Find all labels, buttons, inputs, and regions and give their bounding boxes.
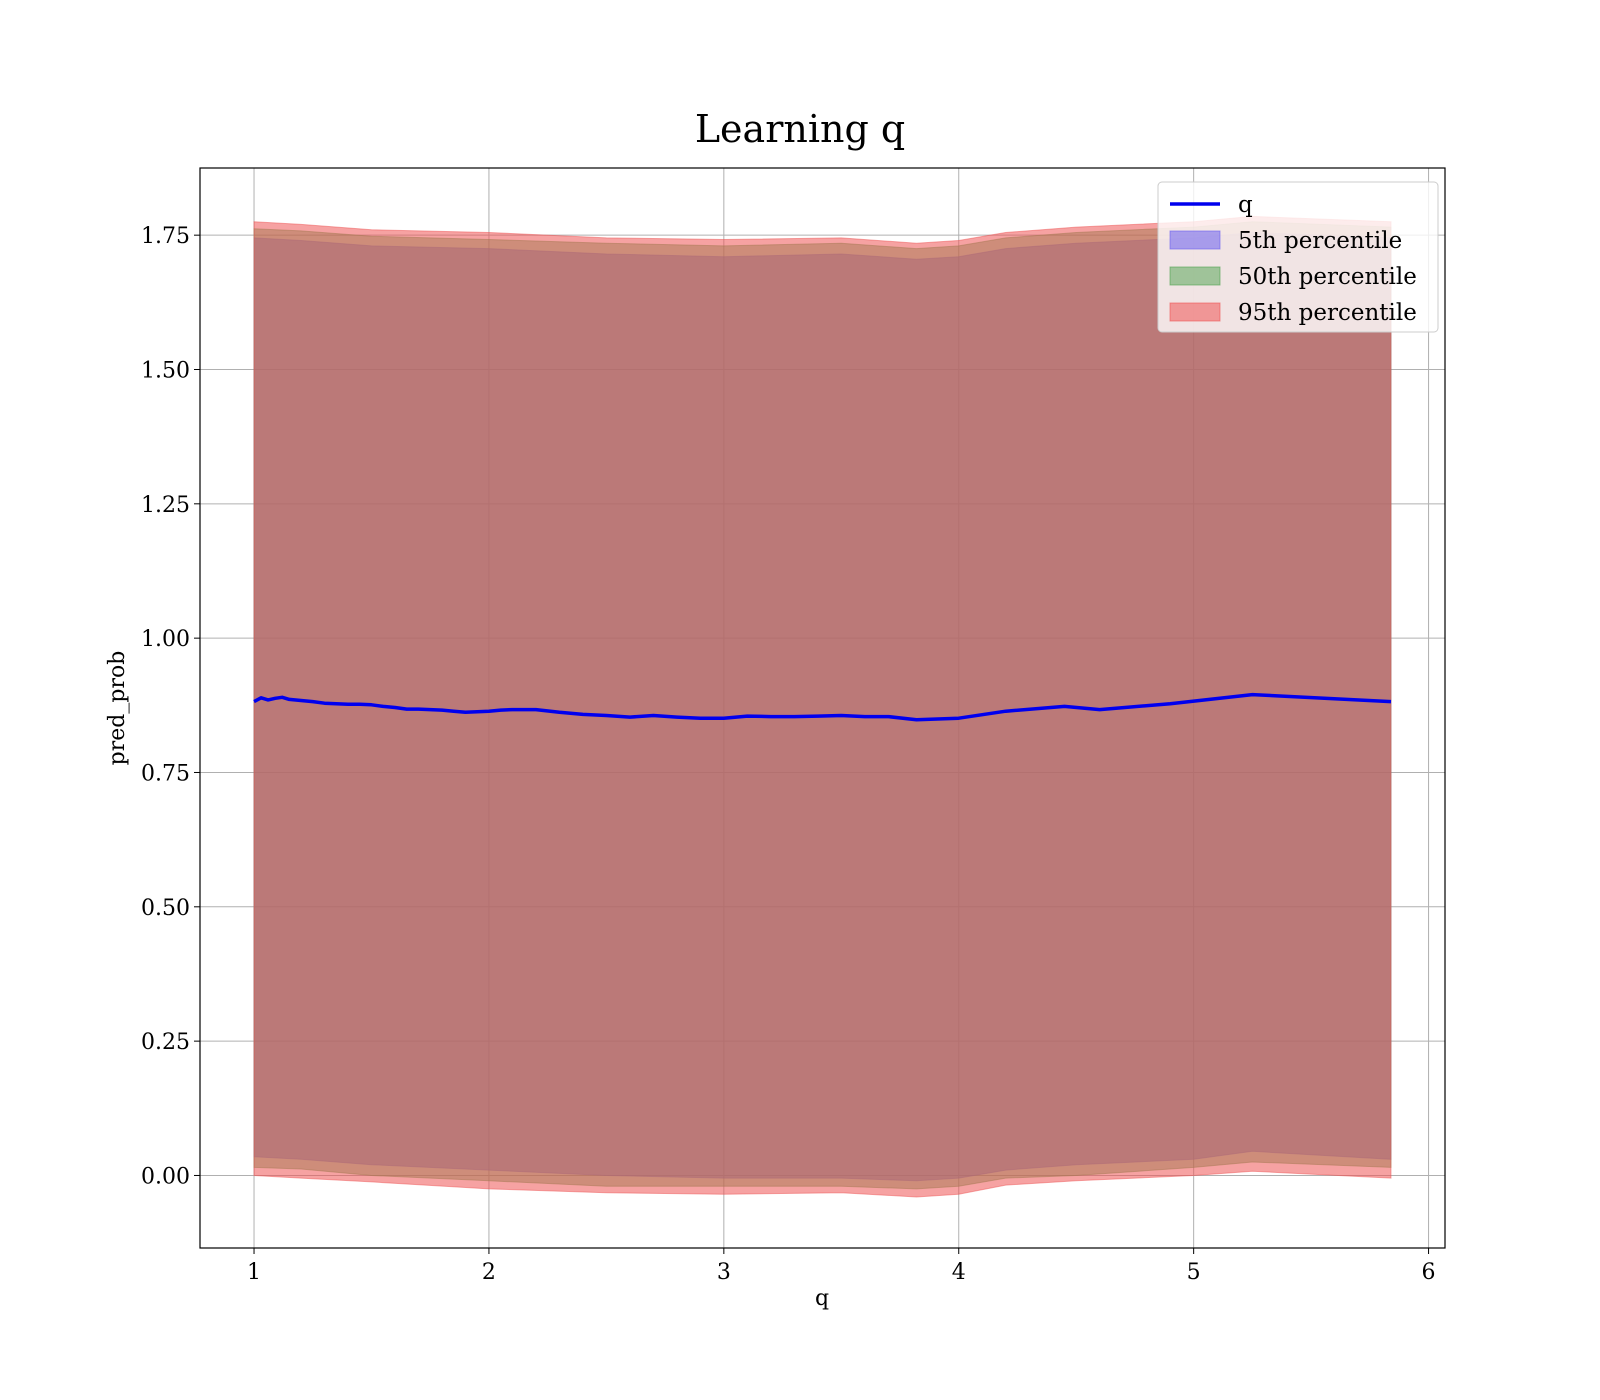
legend-swatch	[1169, 266, 1221, 286]
legend-label: 95th percentile	[1238, 300, 1417, 326]
x-tick-label: 4	[952, 1260, 966, 1285]
q-line	[253, 692, 1392, 722]
legend-label: q	[1238, 192, 1253, 218]
line-layer	[253, 692, 1392, 722]
y-axis-title: pred_prob	[105, 651, 130, 766]
y-tick-label: 1.50	[141, 358, 190, 383]
percentile-bands	[253, 215, 1392, 1198]
legend-swatch	[1169, 230, 1221, 250]
plot-frame	[199, 167, 1446, 1249]
x-ticks: 1 2 3 4 5 6	[247, 1248, 1436, 1285]
x-tick-label: 5	[1187, 1260, 1201, 1285]
x-axis-title: q	[815, 1286, 829, 1311]
legend-box	[1157, 181, 1439, 333]
legend-swatch	[1169, 302, 1221, 322]
y-ticks: 0.00 0.25 0.50 0.75 1.00 1.25 1.50 1.75	[141, 224, 200, 1189]
y-tick-label: 0.00	[141, 1164, 190, 1189]
y-tick-label: 0.75	[141, 761, 190, 786]
legend-label: 50th percentile	[1238, 264, 1417, 290]
band-3	[253, 215, 1392, 1198]
y-tick-label: 1.25	[141, 493, 190, 518]
y-tick-label: 1.00	[141, 627, 190, 652]
x-tick-label: 6	[1422, 1260, 1436, 1285]
chart-title: Learning q	[695, 107, 905, 151]
y-tick-label: 1.75	[141, 224, 190, 249]
x-tick-label: 2	[482, 1260, 496, 1285]
legend: q 5th percentile 50th percentile 95th perce…	[1157, 181, 1439, 333]
legend-label: 5th percentile	[1238, 228, 1402, 254]
x-tick-label: 1	[247, 1260, 261, 1285]
y-tick-label: 0.25	[141, 1030, 190, 1055]
y-tick-label: 0.50	[141, 896, 190, 921]
x-tick-label: 3	[717, 1260, 731, 1285]
